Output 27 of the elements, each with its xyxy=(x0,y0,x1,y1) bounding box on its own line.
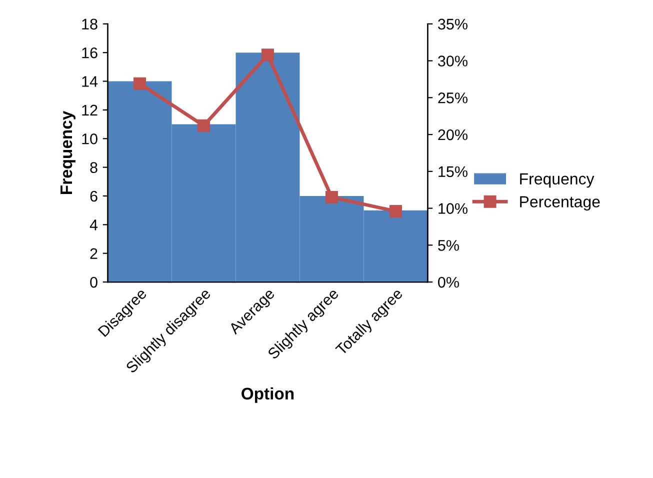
point xyxy=(261,48,274,62)
point xyxy=(389,204,402,218)
y-tick-label: 18 xyxy=(82,18,98,30)
y2-tick-label: 35% xyxy=(438,18,468,30)
x-axis-title: Option xyxy=(242,387,294,403)
y-tick-label: 16 xyxy=(82,47,98,58)
y2-tick-label: 5% xyxy=(438,240,459,251)
legend-label: Percentage xyxy=(520,196,600,211)
y-tick-label: 8 xyxy=(90,162,98,173)
y2-tick-label: 25% xyxy=(438,92,468,104)
point xyxy=(197,119,210,132)
y-tick-label: 14 xyxy=(82,76,98,87)
y-tick-label: 10 xyxy=(82,133,98,144)
y-tick-label: 6 xyxy=(90,190,98,202)
y-axis-title: Frequency xyxy=(60,110,76,194)
legend-label: Frequency xyxy=(520,173,594,188)
y2-tick-label: 20% xyxy=(438,129,468,140)
y-tick-label: 0 xyxy=(90,276,98,288)
y-tick-label: 12 xyxy=(82,104,98,116)
y-tick-label: 2 xyxy=(90,248,98,259)
point xyxy=(133,77,146,90)
y2-tick-label: 30% xyxy=(438,56,468,66)
point xyxy=(325,190,338,204)
y2-tick-label: 10% xyxy=(438,203,468,214)
y-tick-label: 4 xyxy=(90,220,98,230)
y2-tick-label: 15% xyxy=(438,166,468,178)
y2-tick-label: 0% xyxy=(438,276,459,288)
